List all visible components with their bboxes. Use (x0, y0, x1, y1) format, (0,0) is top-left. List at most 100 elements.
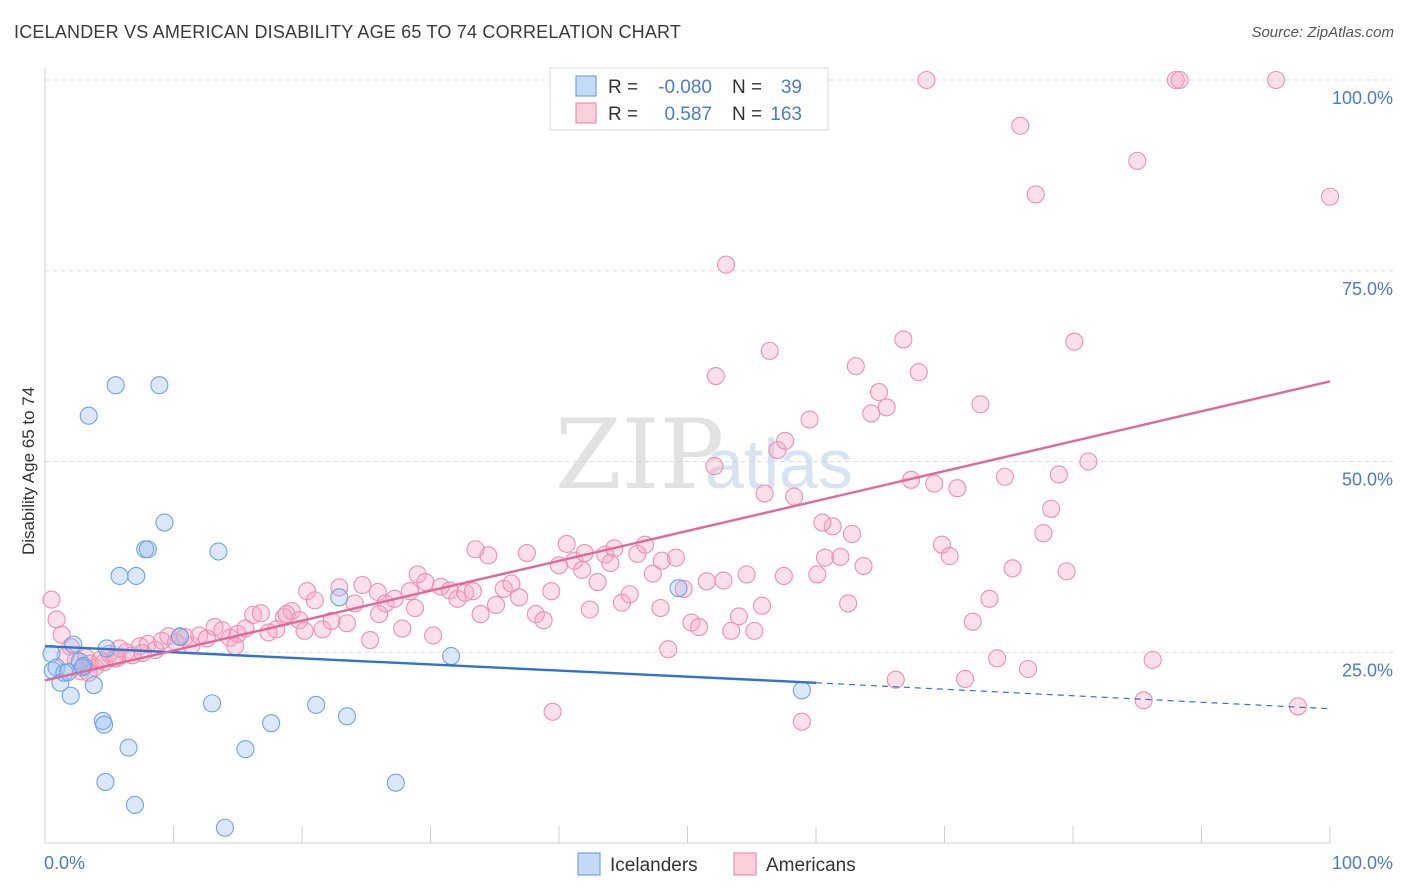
americans-point (813, 513, 832, 532)
americans-point (1065, 332, 1084, 351)
americans-point (1034, 524, 1053, 543)
americans-point (471, 605, 490, 624)
americans-point (1011, 116, 1030, 135)
americans-point (971, 395, 990, 414)
icelanders-point (442, 647, 461, 666)
legend-r-value-2: 0.587 (664, 104, 712, 125)
americans-point (517, 544, 536, 563)
americans-point (424, 626, 443, 645)
americans-point (776, 431, 795, 450)
bottom-legend-americans: Americans (766, 855, 856, 876)
americans-point (1057, 562, 1076, 581)
icelanders-point (106, 376, 125, 395)
americans-point (466, 540, 485, 559)
americans-point (463, 582, 482, 601)
americans-point (706, 366, 725, 386)
y-tick-label-3: 100.0% (1332, 88, 1393, 108)
legend-n-label-2: N = (732, 104, 762, 125)
icelanders-point (138, 540, 157, 559)
bottom-legend: Icelanders Americans (577, 852, 856, 876)
americans-point (1079, 452, 1098, 471)
icelanders-point (307, 695, 326, 714)
chart-title: ICELANDER VS AMERICAN DISABILITY AGE 65 … (14, 22, 682, 42)
americans-point (588, 573, 607, 592)
americans-point (1003, 559, 1022, 578)
americans-point (752, 596, 772, 615)
icelanders-point (110, 566, 129, 586)
americans-point (502, 574, 521, 593)
legend-n-value-2: 163 (770, 104, 802, 125)
americans-point (948, 479, 967, 498)
icelanders-point (61, 686, 80, 705)
x-tick-label-1: 100.0% (1332, 853, 1393, 873)
americans-point (580, 600, 599, 619)
americans-point (690, 618, 709, 637)
americans-point (298, 582, 317, 601)
americans-point (337, 614, 357, 633)
americans-point (768, 441, 787, 460)
americans-point (800, 410, 819, 429)
americans-point (940, 547, 959, 566)
icelanders-point (79, 406, 98, 425)
americans-point (408, 565, 427, 584)
americans-point (1170, 70, 1189, 90)
legend-box: R = -0.080 N = 39 R = 0.587 N = 163 (549, 67, 829, 131)
americans-point (714, 571, 733, 590)
americans-point (774, 566, 793, 586)
americans-point (42, 590, 61, 609)
americans-point (573, 560, 592, 579)
americans-point (980, 589, 999, 608)
americans-point (1026, 185, 1045, 204)
americans-point (361, 630, 380, 650)
americans-point (988, 649, 1007, 668)
americans-point (353, 576, 372, 595)
icelanders-point (119, 738, 138, 757)
icelanders-point (262, 714, 281, 733)
legend-americans-swatch (575, 102, 597, 124)
americans-point (1320, 187, 1340, 206)
americans-point (917, 70, 936, 90)
americans-point (1143, 650, 1162, 669)
icelanders-point (236, 740, 255, 759)
icelanders-trendline-extension (815, 682, 1331, 710)
icelanders-point (170, 627, 189, 647)
americans-point (755, 484, 774, 503)
americans-point (877, 398, 896, 417)
americans-point (705, 457, 724, 476)
americans-point (226, 637, 245, 656)
americans-point (869, 383, 889, 402)
americans-trendline (44, 380, 1331, 682)
americans-point (831, 547, 850, 566)
icelanders-point (337, 707, 357, 726)
americans-point (909, 363, 928, 382)
y-tick-label-1: 50.0% (1342, 470, 1393, 490)
americans-point (277, 605, 296, 624)
axes (44, 68, 1331, 844)
icelanders-point (84, 676, 103, 695)
americans-point (760, 341, 779, 360)
americans-point (620, 585, 639, 604)
americans-point (815, 548, 835, 567)
americans-point (1266, 70, 1286, 90)
americans-point (956, 669, 975, 689)
americans-point (406, 598, 425, 618)
americans-point (543, 702, 562, 721)
americans-point (652, 551, 671, 570)
series-americans (42, 70, 1340, 731)
trendlines (44, 380, 1331, 710)
americans-point (542, 582, 561, 601)
icelanders-point (203, 694, 222, 713)
americans-point (251, 604, 270, 623)
americans-point (416, 573, 435, 592)
icelanders-point (64, 635, 83, 654)
americans-point (330, 578, 349, 597)
americans-point (1049, 465, 1068, 484)
icelanders-point (96, 772, 115, 792)
bottom-legend-icelanders: Icelanders (610, 855, 698, 876)
americans-point (963, 612, 982, 631)
icelanders-point (209, 542, 228, 561)
americans-point (659, 640, 678, 659)
icelanders-trendline (44, 644, 817, 684)
watermark-atlas: atlas (705, 425, 853, 503)
americans-point (842, 524, 862, 544)
